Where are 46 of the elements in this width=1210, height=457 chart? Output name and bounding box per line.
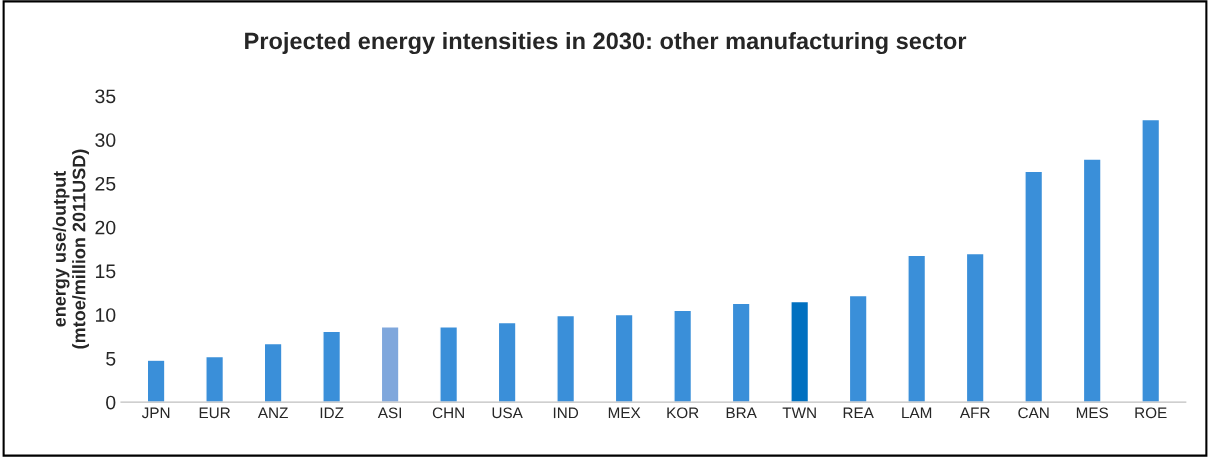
bar xyxy=(673,309,693,403)
bar xyxy=(263,342,283,403)
x-tick-label: IDZ xyxy=(320,407,344,419)
bar xyxy=(322,330,342,403)
x-tick-label: IND xyxy=(553,407,579,419)
x-tick-label: TWN xyxy=(782,407,816,419)
x-tick-label: MEX xyxy=(608,407,641,419)
chart-title: Projected energy intensities in 2030: other manufacturing sector xyxy=(245,31,967,55)
bar xyxy=(497,321,517,403)
bar xyxy=(731,302,751,403)
y-tick-label: 30 xyxy=(95,133,116,147)
x-tick-label: REA xyxy=(843,407,874,419)
y-tick-label: 25 xyxy=(95,176,116,191)
bar xyxy=(556,314,576,403)
x-tick-label: ANZ xyxy=(257,407,288,419)
bar xyxy=(380,326,400,403)
x-tick-label: EUR xyxy=(199,407,231,419)
x-tick-label: BRA xyxy=(726,407,757,419)
x-tick-label: CAN xyxy=(1018,407,1049,419)
x-tick-label: ASI xyxy=(377,407,402,419)
x-tick-label: MES xyxy=(1076,407,1109,419)
bar xyxy=(614,313,634,403)
y-tick-label: 15 xyxy=(96,264,116,279)
x-tick-label: LAM xyxy=(902,407,932,419)
bar xyxy=(965,252,985,403)
x-tick-label: JPN xyxy=(141,407,170,419)
y-axis-title: energy use/output (mtoe/million 2011USD) xyxy=(52,149,89,349)
bar xyxy=(907,254,927,403)
bar xyxy=(146,359,166,403)
bar xyxy=(790,300,810,403)
bar xyxy=(1141,118,1161,403)
bar xyxy=(1082,158,1102,403)
bar xyxy=(439,326,459,403)
y-tick-label: 10 xyxy=(96,308,116,322)
x-tick-label: AFR xyxy=(959,407,990,419)
y-tick-label: 0 xyxy=(106,395,116,410)
y-tick-label: 35 xyxy=(95,89,116,104)
x-tick-label: CHN xyxy=(432,407,464,419)
bar xyxy=(1024,170,1044,403)
y-tick-label: 20 xyxy=(95,220,116,235)
bar xyxy=(205,355,225,403)
x-tick-label: KOR xyxy=(667,407,699,419)
y-tick-label: 5 xyxy=(106,352,116,366)
bar xyxy=(848,294,868,403)
x-tick-label: USA xyxy=(492,407,523,419)
x-tick-label: ROE xyxy=(1135,407,1167,419)
